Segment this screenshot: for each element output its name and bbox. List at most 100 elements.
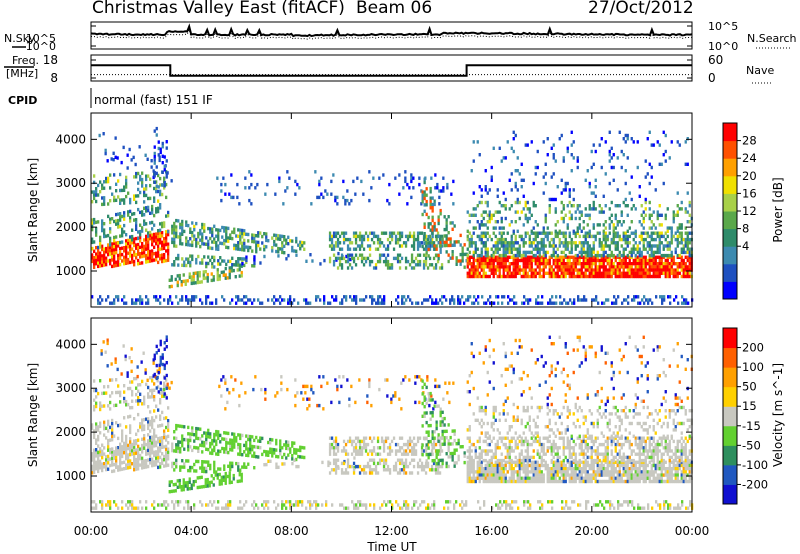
echo-cell — [165, 159, 168, 163]
echo-cell — [232, 473, 235, 478]
echo-cell — [664, 262, 667, 266]
echo-cell — [340, 384, 343, 389]
echo-cell — [532, 226, 535, 230]
echo-cell — [656, 213, 659, 217]
echo-cell — [376, 471, 380, 475]
echo-cell — [135, 224, 138, 228]
echo-cell — [345, 295, 348, 299]
echo-cell — [199, 298, 202, 302]
echo-cell — [518, 265, 521, 269]
echo-cell — [153, 199, 156, 203]
echo-cell — [147, 417, 150, 421]
echo-cell — [500, 204, 503, 208]
echo-cell — [157, 452, 160, 457]
echo-cell — [482, 262, 485, 266]
echo-cell — [304, 384, 307, 389]
echo-cell — [688, 237, 691, 242]
echo-cell — [652, 231, 655, 235]
echo-cell — [384, 231, 388, 235]
echo-cell — [155, 207, 158, 211]
echo-cell — [352, 468, 356, 472]
echo-cell — [143, 446, 146, 450]
echo-cell — [91, 253, 94, 257]
echo-cell — [490, 165, 493, 170]
echo-cell — [237, 263, 240, 267]
echo-cell — [676, 244, 679, 248]
echo-cell — [103, 257, 106, 261]
echo-cell — [534, 258, 537, 263]
echo-cell — [141, 213, 144, 217]
echo-cell — [279, 452, 282, 456]
echo-cell — [348, 436, 352, 440]
echo-cell — [670, 140, 673, 144]
echo-cell — [151, 204, 154, 209]
echo-cell — [578, 241, 581, 245]
echo-cell — [626, 133, 629, 138]
echo-cell — [113, 248, 116, 252]
echo-cell — [423, 177, 426, 181]
echo-cell — [378, 452, 382, 456]
echo-cell — [378, 446, 382, 450]
echo-cell — [283, 251, 286, 255]
echo-cell — [642, 244, 645, 248]
echo-cell — [111, 242, 114, 246]
echo-cell — [480, 188, 483, 192]
echo-cell — [620, 258, 623, 263]
echo-cell — [592, 247, 595, 251]
echo-cell — [245, 232, 248, 236]
echo-cell — [185, 459, 188, 463]
echo-cell — [181, 440, 184, 445]
echo-cell — [554, 159, 557, 163]
echo-cell — [402, 442, 406, 447]
echo-cell — [425, 247, 428, 252]
echo-cell — [287, 298, 290, 302]
echo-cell — [211, 262, 214, 266]
echo-cell — [656, 231, 659, 235]
echo-cell — [231, 256, 234, 260]
echo-cell — [97, 264, 100, 269]
echo-cell — [610, 250, 613, 255]
echo-cell — [327, 301, 330, 305]
echo-cell — [141, 443, 144, 448]
echo-cell — [630, 250, 633, 255]
echo-cell — [304, 391, 307, 395]
echo-cell — [423, 225, 426, 229]
echo-cell — [95, 401, 98, 405]
echo-cell — [239, 468, 242, 472]
colorbar-block — [723, 246, 737, 265]
echo-cell — [239, 241, 242, 245]
echo-cell — [484, 247, 487, 251]
echo-cell — [338, 259, 342, 264]
echo-cell — [161, 145, 164, 149]
echo-cell — [163, 186, 166, 190]
echo-cell — [185, 239, 188, 243]
echo-cell — [285, 443, 288, 447]
echo-cell — [133, 259, 136, 264]
echo-cell — [678, 265, 681, 269]
echo-cell — [382, 449, 386, 453]
echo-cell — [400, 468, 404, 472]
echo-cell — [135, 432, 138, 436]
echo-cell — [115, 462, 118, 466]
echo-cell — [472, 265, 475, 269]
echo-cell — [588, 268, 591, 272]
echo-cell — [107, 176, 110, 181]
echo-cell — [652, 258, 655, 263]
echo-cell — [326, 381, 329, 385]
echo-cell — [558, 229, 561, 233]
echo-cell — [502, 271, 505, 275]
echo-cell — [380, 458, 384, 462]
echo-cell — [646, 241, 649, 245]
echo-cell — [470, 274, 473, 279]
echo-cell — [200, 475, 203, 479]
echo-cell — [155, 415, 158, 419]
echo-cell — [530, 258, 533, 263]
echo-cell — [670, 265, 673, 269]
echo-cell — [155, 404, 158, 408]
echo-cell — [536, 223, 539, 227]
echo-cell — [153, 236, 156, 240]
echo-cell — [659, 295, 662, 299]
echo-cell — [424, 256, 428, 261]
echo-cell — [502, 226, 505, 230]
